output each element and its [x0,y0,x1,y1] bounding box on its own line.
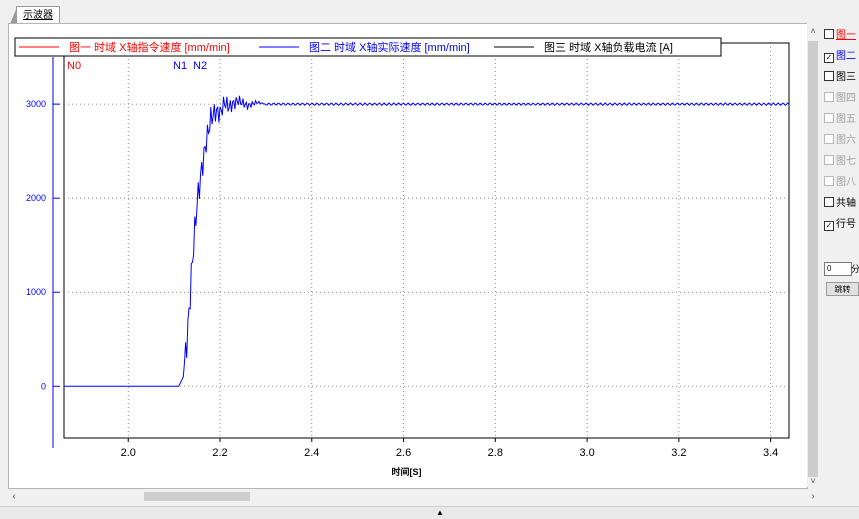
checkbox-unchecked-icon [824,155,834,165]
x-tick-label: 2.8 [488,447,503,459]
checkbox-checked-icon[interactable]: ✓ [824,53,834,63]
x-tick-label: 2.2 [212,447,227,459]
checkbox-label: 图六 [836,135,856,146]
checkbox-label: 共轴 [836,198,856,209]
checkbox-unchecked-icon[interactable] [824,197,834,207]
checkbox-label: 图三 [836,72,856,83]
y-tick-label: 2000 [26,193,46,203]
checkbox-10[interactable]: ✓ 行号 [824,216,856,234]
marker-label: N2 [193,60,207,72]
legend-box [14,37,722,57]
vertical-scrollbar[interactable]: ˄ ˅ [807,23,819,487]
x-axis-label: 时间[S] [392,466,422,477]
checkbox-label: 图五 [836,114,856,125]
x-tick-label: 3.2 [671,447,686,459]
minute-label: 分 [851,264,859,274]
checkbox-4: 图四 [824,90,856,108]
minute-input[interactable] [824,262,852,276]
legend-entry: 图三 时域 X轴负载电流 [A] [544,40,673,54]
oscilloscope-chart: 2.0 2.2 2.4 2.6 2.8 3.0 3.2 3.4 0 1000 2000 3000 时间[… [14,37,790,477]
jump-button[interactable]: 跳转 [826,282,859,296]
checkbox-unchecked-icon [824,134,834,144]
checkbox-unchecked-icon[interactable] [824,29,834,39]
checkbox-label: 行号 [836,219,856,230]
series-line [64,95,790,387]
scroll-left-icon[interactable]: ‹ [12,491,16,502]
x-tick-label: 3.0 [579,447,594,459]
checkbox-unchecked-icon[interactable] [824,71,834,81]
checkbox-unchecked-icon [824,113,834,123]
checkbox-5: 图五 [824,111,856,129]
scroll-down-icon[interactable]: ˅ [810,476,816,486]
checkbox-3[interactable]: 图三 [824,69,856,87]
horizontal-scrollbar[interactable]: ‹ › [8,490,819,503]
checkbox-label: 图二 [836,51,856,62]
checkbox-8: 图八 [824,174,856,192]
splitter-up-icon[interactable]: ▲ [436,508,444,517]
marker-label: N1 [173,60,187,72]
x-tick-label: 2.0 [121,447,136,459]
checkbox-unchecked-icon [824,176,834,186]
bottom-splitter[interactable]: ▲ [0,506,859,519]
checkbox-label: 图七 [836,156,856,167]
checkbox-2[interactable]: ✓ 图二 [824,48,856,66]
y-tick-label: 3000 [26,99,46,109]
x-tick-label: 2.4 [304,447,319,459]
checkbox-1[interactable]: 图一 [824,27,856,45]
vertical-scroll-thumb[interactable] [808,41,818,477]
y-tick-label: 1000 [26,287,46,297]
checkbox-label: 图八 [836,177,856,188]
x-tick-label: 3.4 [763,447,778,459]
checkbox-9[interactable]: 共轴 [824,195,856,213]
checkbox-checked-icon[interactable]: ✓ [824,221,834,231]
checkbox-label: 图四 [836,93,856,104]
checkbox-6: 图六 [824,132,856,150]
legend-entry: 图一 时域 X轴指令速度 [mm/min] [69,40,230,54]
horizontal-scroll-thumb[interactable] [144,492,250,501]
checkbox-unchecked-icon [824,92,834,102]
y-tick-label: 0 [41,381,46,391]
legend-entry: 图二 时域 X轴实际速度 [mm/min] [309,40,470,54]
marker-label: N0 [67,60,81,72]
plot-frame [63,42,790,439]
checkbox-label: 图一 [836,30,856,41]
x-tick-label: 2.6 [396,447,411,459]
tab-oscilloscope[interactable]: 示波器 [10,6,60,24]
plot-pane: 2.0 2.2 2.4 2.6 2.8 3.0 3.2 3.4 0 1000 2000 3000 时间[… [8,23,808,489]
tab-bar: 示波器 [0,0,859,24]
scroll-up-icon[interactable]: ˄ [810,26,816,36]
checkbox-7: 图七 [824,153,856,171]
scroll-right-icon[interactable]: › [811,491,815,502]
